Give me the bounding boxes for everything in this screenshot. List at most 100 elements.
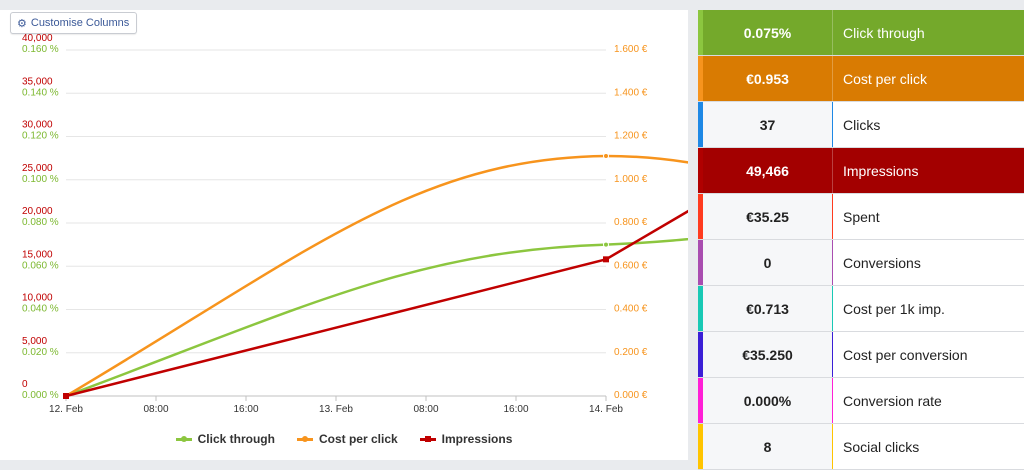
metric-row-click-through[interactable]: 0.075% Click through: [698, 10, 1024, 56]
metric-label: Click through: [843, 24, 925, 41]
gear-icon: ⚙: [17, 17, 27, 30]
metric-value: €0.953: [746, 70, 789, 87]
y-tick-label-impressions: 25,000: [22, 163, 53, 174]
legend-label: Cost per click: [318, 432, 398, 446]
legend-item-click-through[interactable]: Click through: [175, 432, 275, 446]
y-tick-label-cpc: 1.000 €: [614, 174, 648, 185]
x-tick-label: 14. Feb: [589, 404, 623, 415]
y-tick-label-ctr: 0.020 %: [22, 347, 59, 358]
metric-divider: [832, 194, 833, 239]
metric-value: 0.000%: [743, 392, 792, 409]
y-tick-label-impressions: 35,000: [22, 76, 53, 87]
metric-label: Cost per click: [843, 70, 928, 87]
y-tick-label-ctr: 0.140 %: [22, 87, 59, 98]
metric-color-accent: [698, 148, 703, 193]
legend-marker: [180, 435, 187, 442]
metric-color-accent: [698, 240, 703, 285]
y-tick-label-ctr: 0.160 %: [22, 44, 59, 55]
y-tick-label-ctr: 0.120 %: [22, 131, 59, 142]
y-tick-label-cpc: 0.200 €: [614, 347, 648, 358]
metric-label: Cost per conversion: [833, 332, 1024, 377]
metric-value: 0: [763, 254, 772, 271]
metric-row-impressions[interactable]: 49,466 Impressions: [698, 148, 1024, 194]
series-line-click-through: [65, 237, 688, 398]
metric-label: Impressions: [843, 162, 919, 179]
legend-marker: [301, 435, 308, 442]
data-point: [603, 152, 609, 159]
chart-legend: Click through Cost per click Impressions: [0, 432, 688, 446]
metric-color-accent: [698, 332, 703, 377]
metric-value: 0.075%: [743, 24, 792, 41]
x-tick-label: 12. Feb: [49, 404, 83, 415]
customise-columns-button[interactable]: ⚙ Customise Columns: [10, 12, 138, 34]
metric-divider: [832, 102, 833, 147]
y-tick-label-impressions: 40,000: [22, 33, 53, 44]
series-line-impressions: [65, 209, 688, 398]
metric-value: 37: [759, 116, 776, 133]
legend-item-cost-per-click[interactable]: Cost per click: [296, 432, 398, 446]
legend-label: Click through: [197, 432, 275, 446]
legend-item-impressions[interactable]: Impressions: [419, 432, 512, 446]
metric-row-social-clicks[interactable]: 8 Social clicks: [698, 424, 1024, 470]
y-tick-label-ctr: 0.040 %: [22, 304, 59, 315]
metric-row-clicks[interactable]: 37 Clicks: [698, 102, 1024, 148]
x-tick-label: 16:00: [233, 404, 258, 415]
legend-swatch: [419, 435, 436, 442]
y-tick-label-cpc: 0.400 €: [614, 304, 648, 315]
metric-row-cost-per-click[interactable]: €0.953 Cost per click: [698, 56, 1024, 102]
metric-value: 49,466: [746, 162, 789, 179]
metric-color-accent: [698, 424, 703, 469]
metric-label: Clicks: [833, 102, 1024, 147]
data-point: [603, 256, 609, 263]
y-tick-label-impressions: 10,000: [22, 293, 53, 304]
metric-row-cost-per-conversion[interactable]: €35.250 Cost per conversion: [698, 332, 1024, 378]
metric-divider: [832, 240, 833, 285]
metric-color-accent: [698, 286, 703, 331]
metric-row-conversions[interactable]: 0 Conversions: [698, 240, 1024, 286]
metric-color-accent: [698, 102, 703, 147]
metric-divider: [832, 424, 833, 469]
metric-row-spent[interactable]: €35.25 Spent: [698, 194, 1024, 240]
y-tick-label-cpc: 1.400 €: [614, 87, 648, 98]
metric-row-cost-per-1k-imp[interactable]: €0.713 Cost per 1k imp.: [698, 286, 1024, 332]
y-tick-label-ctr: 0.100 %: [22, 174, 59, 185]
metric-color-accent: [698, 10, 703, 55]
series-line-cost-per-click: [65, 154, 688, 398]
data-point: [63, 393, 69, 399]
y-tick-label-cpc: 0.800 €: [614, 217, 648, 228]
metric-value: €35.250: [742, 346, 793, 363]
chart-panel: [0, 10, 688, 460]
metric-label: Spent: [833, 194, 1024, 239]
y-tick-label-impressions: 30,000: [22, 120, 53, 131]
metric-row-conversion-rate[interactable]: 0.000% Conversion rate: [698, 378, 1024, 424]
metric-divider: [832, 148, 833, 193]
y-tick-label-ctr: 0.000 %: [22, 390, 59, 401]
metric-color-accent: [698, 56, 703, 101]
metric-value: €35.25: [746, 208, 789, 225]
metric-label: Conversion rate: [833, 378, 1024, 423]
y-tick-label-cpc: 1.200 €: [614, 131, 648, 142]
y-tick-label-cpc: 1.600 €: [614, 44, 648, 55]
metric-value: €0.713: [746, 300, 789, 317]
x-tick-label: 13. Feb: [319, 404, 353, 415]
customise-columns-label: Customise Columns: [30, 17, 130, 29]
metric-divider: [832, 10, 833, 55]
metric-divider: [832, 332, 833, 377]
legend-swatch: [296, 435, 313, 442]
metric-label: Social clicks: [833, 424, 1024, 469]
y-tick-label-impressions: 15,000: [22, 249, 53, 260]
metric-label: Cost per 1k imp.: [833, 286, 1024, 331]
metric-color-accent: [698, 378, 703, 423]
y-tick-label-impressions: 5,000: [22, 336, 47, 347]
metric-color-accent: [698, 194, 703, 239]
metric-value: 8: [763, 438, 772, 455]
metric-divider: [832, 286, 833, 331]
legend-swatch: [175, 435, 192, 442]
legend-marker: [424, 435, 431, 442]
y-tick-label-ctr: 0.080 %: [22, 217, 59, 228]
metric-divider: [832, 378, 833, 423]
metric-divider: [832, 56, 833, 101]
metric-label: Conversions: [833, 240, 1024, 285]
y-tick-label-impressions: 20,000: [22, 206, 53, 217]
